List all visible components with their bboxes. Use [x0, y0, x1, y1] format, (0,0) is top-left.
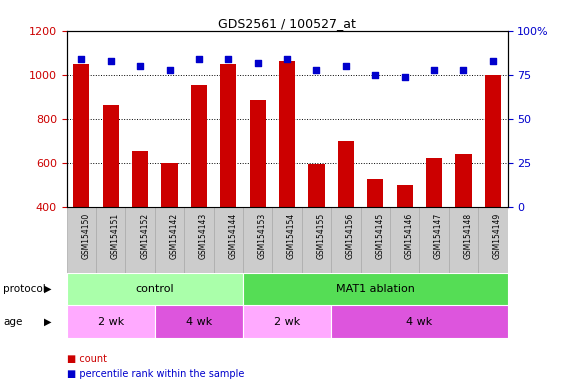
Text: GSM154156: GSM154156: [346, 213, 355, 259]
Bar: [331, 207, 361, 273]
Text: ■ count: ■ count: [67, 354, 107, 364]
Bar: [478, 207, 508, 273]
Bar: [302, 207, 331, 273]
Point: [341, 63, 350, 69]
Point: [253, 60, 262, 66]
Bar: [73, 64, 89, 296]
Bar: [67, 273, 243, 305]
Bar: [331, 305, 508, 338]
Point: [165, 66, 174, 73]
Bar: [67, 305, 155, 338]
Bar: [361, 207, 390, 273]
Point: [194, 56, 204, 62]
Bar: [390, 207, 419, 273]
Bar: [419, 207, 449, 273]
Text: ▶: ▶: [44, 284, 51, 294]
Text: GSM154148: GSM154148: [463, 213, 473, 259]
Text: GSM154151: GSM154151: [111, 213, 120, 259]
Point: [136, 63, 145, 69]
Bar: [243, 207, 273, 273]
Point: [371, 72, 380, 78]
Text: GSM154153: GSM154153: [258, 213, 267, 259]
Text: GSM154147: GSM154147: [434, 213, 443, 259]
Bar: [243, 305, 331, 338]
Bar: [213, 207, 243, 273]
Bar: [309, 164, 325, 296]
Bar: [338, 141, 354, 296]
Point: [77, 56, 86, 62]
Text: GSM154155: GSM154155: [317, 213, 325, 259]
Point: [106, 58, 115, 64]
Bar: [449, 207, 478, 273]
Text: GSM154143: GSM154143: [199, 213, 208, 259]
Point: [224, 56, 233, 62]
Text: GSM154152: GSM154152: [140, 213, 149, 259]
Bar: [125, 207, 155, 273]
Text: age: age: [3, 316, 22, 327]
Text: GSM154150: GSM154150: [81, 213, 90, 259]
Bar: [279, 61, 295, 296]
Text: GSM154142: GSM154142: [169, 213, 179, 259]
Text: 4 wk: 4 wk: [406, 316, 433, 327]
Text: GSM154149: GSM154149: [493, 213, 502, 259]
Bar: [155, 207, 184, 273]
Bar: [132, 151, 148, 296]
Text: ▶: ▶: [44, 316, 51, 327]
Point: [282, 56, 292, 62]
Bar: [103, 105, 119, 296]
Bar: [220, 64, 237, 296]
Bar: [426, 158, 442, 296]
Bar: [485, 75, 501, 296]
Text: GSM154146: GSM154146: [405, 213, 414, 259]
Text: 4 wk: 4 wk: [186, 316, 212, 327]
Bar: [96, 207, 125, 273]
Text: 2 wk: 2 wk: [97, 316, 124, 327]
Text: MAT1 ablation: MAT1 ablation: [336, 284, 415, 294]
Text: ■ percentile rank within the sample: ■ percentile rank within the sample: [67, 369, 244, 379]
Text: protocol: protocol: [3, 284, 46, 294]
Point: [429, 66, 438, 73]
Bar: [161, 163, 177, 296]
Bar: [243, 273, 508, 305]
Bar: [397, 185, 413, 296]
Point: [312, 66, 321, 73]
Point: [459, 66, 468, 73]
Text: control: control: [136, 284, 174, 294]
Bar: [455, 154, 472, 296]
Bar: [273, 207, 302, 273]
Bar: [67, 207, 96, 273]
Text: GSM154154: GSM154154: [287, 213, 296, 259]
Bar: [155, 305, 243, 338]
Bar: [184, 207, 213, 273]
Bar: [191, 85, 207, 296]
Text: GSM154145: GSM154145: [375, 213, 385, 259]
Point: [400, 74, 409, 80]
Point: [488, 58, 498, 64]
Bar: [249, 100, 266, 296]
Title: GDS2561 / 100527_at: GDS2561 / 100527_at: [218, 17, 356, 30]
Text: GSM154144: GSM154144: [229, 213, 237, 259]
Text: 2 wk: 2 wk: [274, 316, 300, 327]
Bar: [367, 179, 383, 296]
